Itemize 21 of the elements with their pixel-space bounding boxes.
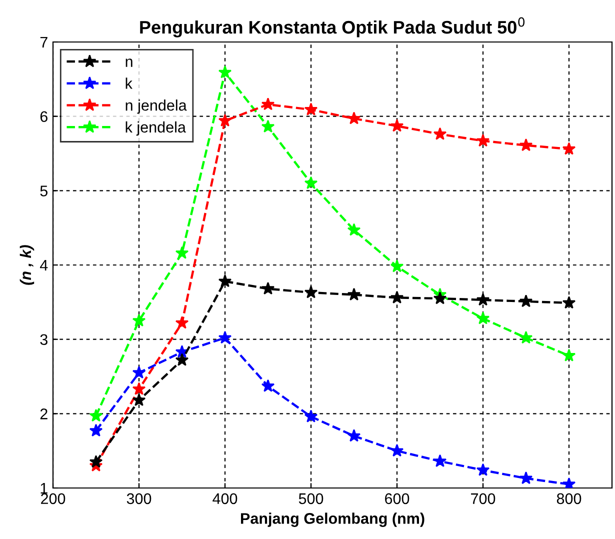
legend-label: k xyxy=(126,78,132,89)
y-tick-label: 4 xyxy=(40,260,48,271)
legend-label: n xyxy=(126,58,132,67)
chart-title: Pengukuran Konstanta Optik Pada Sudut 50$^{0}$ xyxy=(140,17,525,38)
x-tick-label: 600 xyxy=(385,493,410,504)
x-tick-label: 700 xyxy=(471,493,496,504)
y-axis-title: (n , k) xyxy=(20,245,34,285)
x-tick-label: 300 xyxy=(126,493,152,504)
x-tick-label: 500 xyxy=(298,493,324,504)
legend-label: n jendela xyxy=(126,100,187,114)
x-tick-label: 800 xyxy=(556,493,582,504)
y-tick-label: 6 xyxy=(40,111,48,122)
y-tick-label: 7 xyxy=(40,37,48,48)
y-tick-label: 2 xyxy=(40,408,48,420)
x-tick-label: 400 xyxy=(212,493,238,504)
x-axis-title: Panjang Gelombang (nm) xyxy=(241,512,424,527)
x-tick-label: 200 xyxy=(41,493,66,504)
y-tick-label: 5 xyxy=(40,186,48,196)
y-tick-label: 1 xyxy=(40,483,48,494)
y-tick-label: 3 xyxy=(40,334,48,346)
legend-label: k jendela xyxy=(126,121,186,136)
